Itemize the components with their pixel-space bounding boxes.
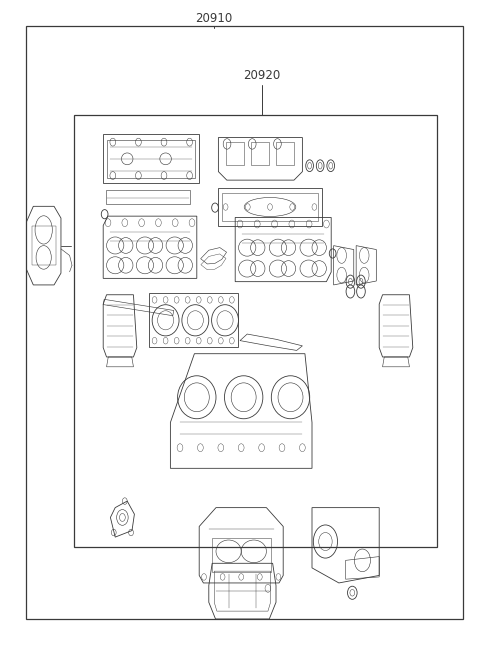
Bar xyxy=(74,115,437,547)
Text: 20920: 20920 xyxy=(243,69,280,82)
Text: 20910: 20910 xyxy=(195,12,232,25)
